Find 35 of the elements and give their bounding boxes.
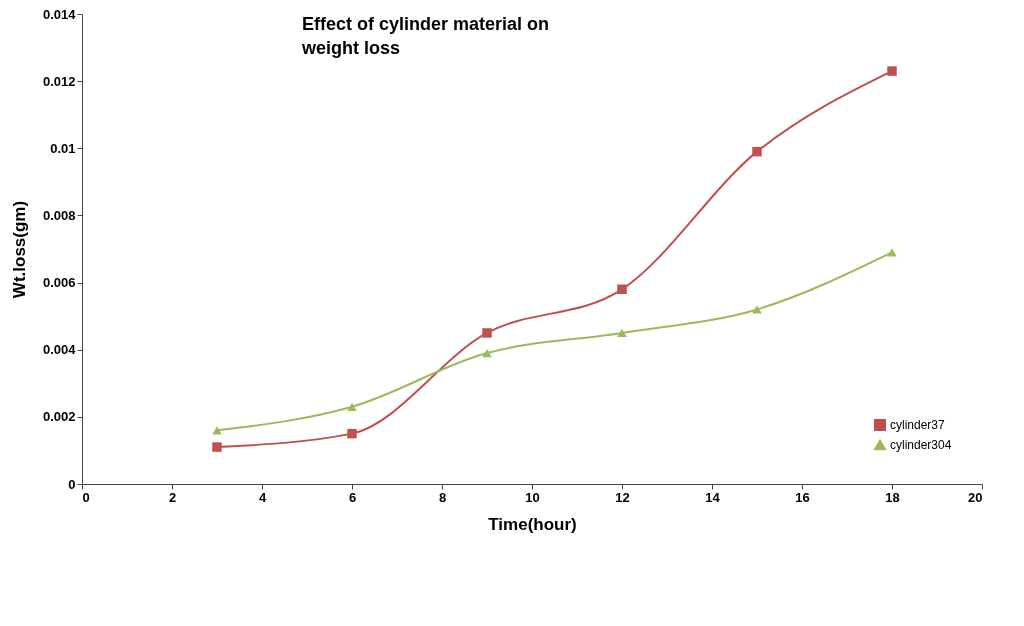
point bbox=[887, 66, 897, 76]
y-tick-label: 0.002 bbox=[42, 409, 76, 425]
point bbox=[347, 402, 357, 411]
x-tick-label: 18 bbox=[885, 489, 900, 505]
point bbox=[617, 328, 627, 338]
point bbox=[347, 428, 357, 439]
y-tick-label: 0.008 bbox=[42, 207, 76, 223]
text: Effect of cylinder material on weight loss bbox=[301, 14, 550, 58]
y-tick-label: 0.012 bbox=[42, 73, 76, 89]
x-tick-label: 0 bbox=[82, 489, 90, 505]
y-axis-title: Wt.loss(gm) bbox=[9, 200, 29, 299]
x-tick-label: 14 bbox=[705, 489, 721, 505]
legend-label: cylinder304 bbox=[890, 438, 952, 452]
x-tick-label: 2 bbox=[168, 489, 177, 505]
point bbox=[212, 426, 222, 435]
x-tick-label: 12 bbox=[615, 489, 630, 505]
y-tick-label: 0.006 bbox=[42, 275, 76, 291]
point bbox=[212, 442, 222, 452]
y-tick-label: 0 bbox=[68, 476, 76, 492]
point bbox=[752, 305, 762, 314]
point bbox=[752, 146, 762, 157]
point bbox=[482, 348, 492, 358]
y-tick-label: 0.01 bbox=[50, 140, 76, 156]
x-axis-title: Time(hour) bbox=[488, 514, 577, 534]
y-tick-label: 0.004 bbox=[42, 342, 77, 358]
x-tick-label: 8 bbox=[438, 489, 447, 505]
x-tick-label: 4 bbox=[258, 489, 267, 505]
legend-label: cylinder37 bbox=[890, 418, 946, 432]
y-tick-label: 0.014 bbox=[42, 6, 77, 22]
point bbox=[482, 328, 492, 338]
x-tick-label: 6 bbox=[348, 489, 357, 505]
x-tick-label: 16 bbox=[795, 489, 810, 505]
x-tick-label: 10 bbox=[525, 489, 540, 505]
x-tick-label: 20 bbox=[968, 489, 983, 505]
point bbox=[617, 284, 627, 295]
